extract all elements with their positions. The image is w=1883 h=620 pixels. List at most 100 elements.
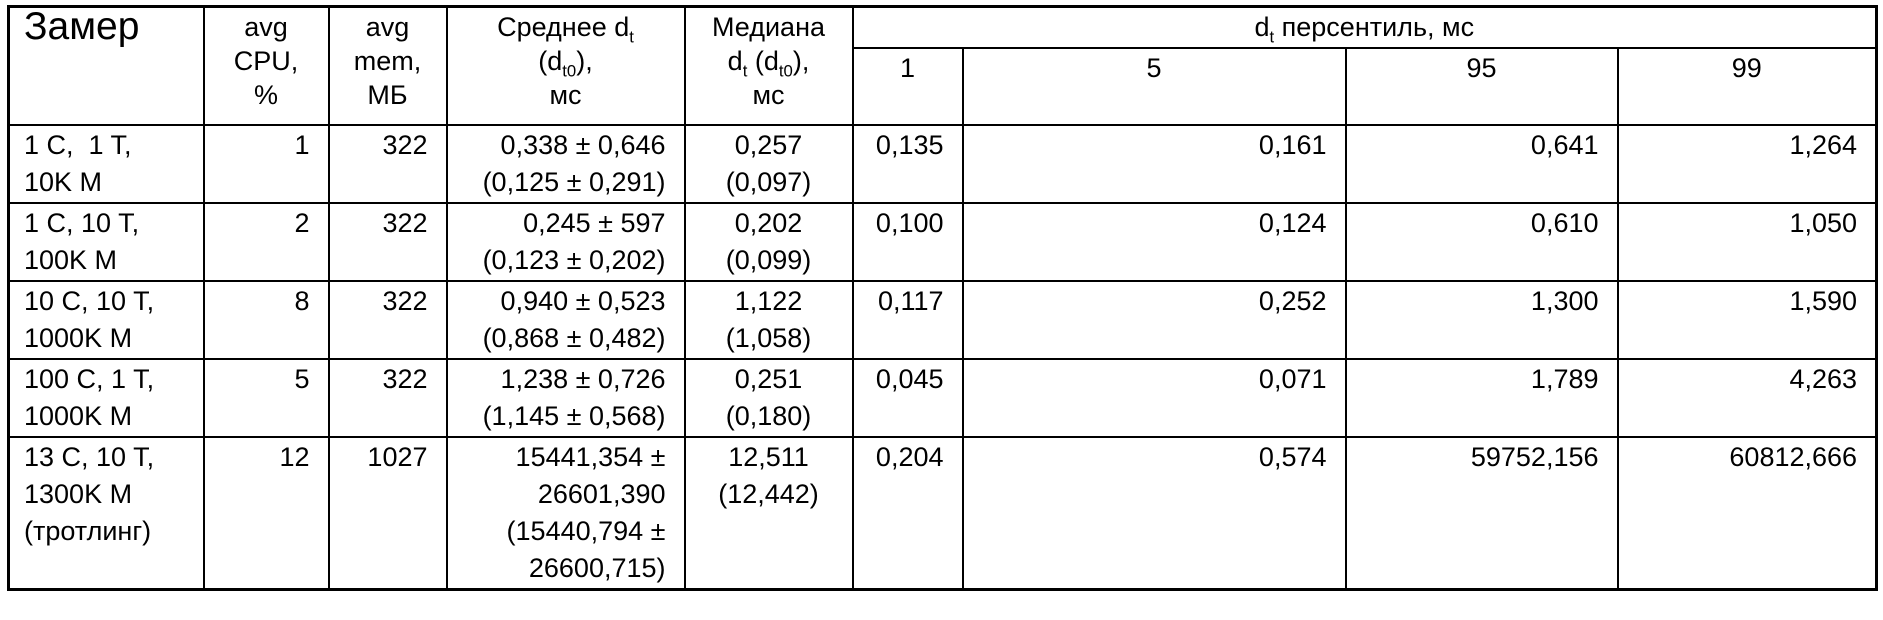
cell-p99: 4,263 <box>1616 358 1878 438</box>
cell-line: avg <box>244 12 288 42</box>
cell-p5: 0,574 <box>961 436 1347 591</box>
cell-p99: 1,590 <box>1616 280 1878 360</box>
cell-zamer: 10 C, 10 T, 1000K M <box>7 280 205 360</box>
cell-line: (12,442) <box>718 479 819 509</box>
cell-zamer: 100 C, 1 T, 1000K M <box>7 358 205 438</box>
header-percentile-5: 5 <box>961 47 1347 126</box>
cell-avg-mem: 1027 <box>327 436 448 591</box>
table-row: 1 C, 1 T, 10K M 1 322 0,338 ± 0,646 (0,125 ± … <box>7 124 1878 204</box>
cell-line: 100K M <box>24 245 118 275</box>
cell-line: 0,245 ± 597 <box>523 208 666 238</box>
cell-avg-mem: 322 <box>327 124 448 204</box>
cell-line: 0,251 <box>734 364 803 394</box>
cell-line: 26601,390 <box>537 479 666 509</box>
cell-line: 12,511 <box>728 442 809 472</box>
cell-line: (0,123 ± 0,202) <box>482 245 666 275</box>
cell-avg-cpu: 12 <box>202 436 330 591</box>
cell-line: (0,125 ± 0,291) <box>482 167 666 197</box>
table-body: 1 C, 1 T, 10K M 1 322 0,338 ± 0,646 (0,125 ± … <box>7 124 1878 591</box>
cell-mediana: 1,122 (1,058) <box>683 280 854 360</box>
cell-line: 1 C, 10 T, <box>24 208 140 238</box>
cell-line: avg <box>365 12 410 42</box>
cell-line: (0,099) <box>725 245 812 275</box>
cell-zamer: 1 C, 1 T, 10K M <box>7 124 205 204</box>
cell-line: 1 C, 1 T, <box>24 130 132 160</box>
table-row: 100 C, 1 T, 1000K M 5 322 1,238 ± 0,726 (1,14… <box>7 358 1878 438</box>
cell-line: 1,238 ± 0,726 <box>500 364 666 394</box>
cell-avg-mem: 322 <box>327 358 448 438</box>
cell-avg-cpu: 5 <box>202 358 330 438</box>
cell-srednee: 1,238 ± 0,726 (1,145 ± 0,568) <box>445 358 686 438</box>
cell-line: 26600,715) <box>528 553 666 583</box>
cell-mediana: 0,202 (0,099) <box>683 202 854 282</box>
header-zamer: Замер <box>7 5 205 126</box>
cell-srednee: 15441,354 ± 26601,390 (15440,794 ± 26600,71… <box>445 436 686 591</box>
table-header: Замер avg CPU,% avg mem, МБ Среднее dt (dt0)… <box>7 5 1878 126</box>
cell-p99: 60812,666 <box>1616 436 1878 591</box>
header-percentile-99: 99 <box>1616 47 1878 126</box>
cell-mediana: 0,257 (0,097) <box>683 124 854 204</box>
cell-line: (1,058) <box>725 323 812 353</box>
cell-line: 13 C, 10 T, <box>24 442 155 472</box>
cell-p99: 1,050 <box>1616 202 1878 282</box>
cell-line: (0,180) <box>725 401 812 431</box>
cell-p95: 0,641 <box>1344 124 1619 204</box>
cell-line: mem, <box>353 46 422 76</box>
cell-p5: 0,071 <box>961 358 1347 438</box>
cell-line: 1000K M <box>24 323 133 353</box>
cell-line: Медиана <box>712 12 825 42</box>
header-percentile-group: dt персентиль, мс <box>851 5 1878 49</box>
cell-line: Среднее dt <box>497 12 634 47</box>
cell-line: (тротлинг) <box>24 516 152 546</box>
cell-line: МБ <box>367 80 408 110</box>
cell-line: 10 C, 10 T, <box>24 286 155 316</box>
cell-avg-cpu: 8 <box>202 280 330 360</box>
header-percentile-95: 95 <box>1344 47 1619 126</box>
cell-line: (1,145 ± 0,568) <box>482 401 666 431</box>
cell-srednee: 0,245 ± 597 (0,123 ± 0,202) <box>445 202 686 282</box>
cell-line: 0,338 ± 0,646 <box>500 130 666 160</box>
header-mediana: Медиана dt (dt0), мс <box>683 5 854 126</box>
cell-p99: 1,264 <box>1616 124 1878 204</box>
cell-line: (0,097) <box>725 167 812 197</box>
cell-p1: 0,117 <box>851 280 964 360</box>
cell-line: мс <box>549 80 582 110</box>
benchmark-table: Замер avg CPU,% avg mem, МБ Среднее dt (dt0)… <box>7 5 1879 591</box>
cell-p5: 0,124 <box>961 202 1347 282</box>
cell-p95: 1,300 <box>1344 280 1619 360</box>
cell-line: (dt0), <box>538 46 593 81</box>
cell-line: CPU, <box>233 46 299 76</box>
cell-line: мс <box>752 80 785 110</box>
cell-p95: 59752,156 <box>1344 436 1619 591</box>
cell-p95: 1,789 <box>1344 358 1619 438</box>
cell-avg-cpu: 2 <box>202 202 330 282</box>
table-row: 10 C, 10 T, 1000K M 8 322 0,940 ± 0,523 (0,86… <box>7 280 1878 360</box>
cell-line: dt (dt0), <box>727 46 810 81</box>
cell-line: % <box>253 80 278 110</box>
cell-line: (15440,794 ± <box>506 516 666 546</box>
cell-mediana: 0,251 (0,180) <box>683 358 854 438</box>
header-srednee: Среднее dt (dt0), мс <box>445 5 686 126</box>
cell-avg-mem: 322 <box>327 280 448 360</box>
cell-zamer: 13 C, 10 T, 1300K M (тротлинг) <box>7 436 205 591</box>
cell-line: 1000K M <box>24 401 133 431</box>
cell-p1: 0,100 <box>851 202 964 282</box>
cell-line: 100 C, 1 T, <box>24 364 155 394</box>
cell-p1: 0,045 <box>851 358 964 438</box>
cell-line: 0,202 <box>734 208 803 238</box>
cell-line: 0,940 ± 0,523 <box>500 286 666 316</box>
cell-p1: 0,135 <box>851 124 964 204</box>
cell-avg-cpu: 1 <box>202 124 330 204</box>
header-avg-mem: avg mem, МБ <box>327 5 448 126</box>
table-row: 1 C, 10 T, 100K M 2 322 0,245 ± 597 (0,123 ± … <box>7 202 1878 282</box>
cell-line: (0,868 ± 0,482) <box>482 323 666 353</box>
cell-p95: 0,610 <box>1344 202 1619 282</box>
cell-line: 1,122 <box>734 286 803 316</box>
cell-line: 10K M <box>24 167 103 197</box>
cell-p1: 0,204 <box>851 436 964 591</box>
cell-srednee: 0,338 ± 0,646 (0,125 ± 0,291) <box>445 124 686 204</box>
cell-line: 15441,354 ± <box>515 442 666 472</box>
cell-line: 1300K M <box>24 479 133 509</box>
cell-line: 0,257 <box>734 130 803 160</box>
cell-avg-mem: 322 <box>327 202 448 282</box>
